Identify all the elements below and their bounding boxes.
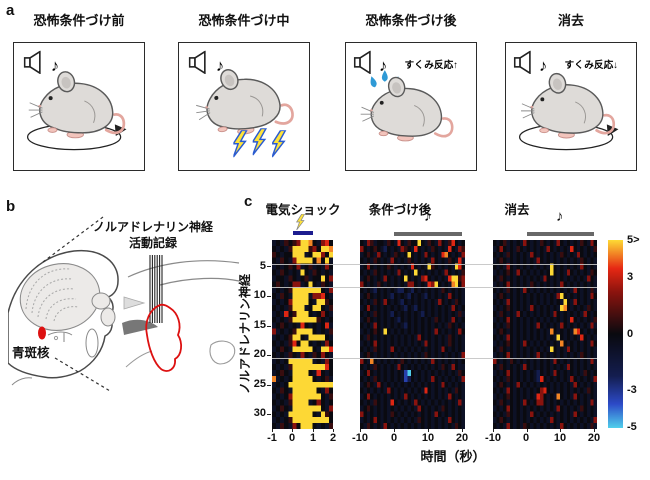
- x-tick-label: 0: [288, 432, 296, 444]
- shock-period-bar: [293, 231, 313, 235]
- tone-period-bar: [527, 232, 594, 236]
- x-tick-label: 0: [390, 432, 398, 444]
- stage-title-before: 恐怖条件づけ前: [33, 13, 125, 28]
- music-note-icon: ♪: [216, 57, 224, 75]
- colorbar-label: 3: [627, 271, 634, 283]
- electrode-array: [149, 255, 163, 323]
- section-line-upper: [42, 216, 104, 263]
- x-tick-label: -10: [352, 432, 368, 444]
- x-tick-label: 20: [587, 432, 601, 444]
- x-tick-label: 10: [553, 432, 567, 444]
- speaker-icon: [188, 50, 206, 74]
- electric-shock-bolts: [233, 128, 287, 158]
- flocculus: [100, 307, 116, 327]
- cerebellum: [19, 263, 101, 331]
- music-note-icon: ♪: [424, 208, 432, 225]
- music-note-icon: ♪: [556, 208, 564, 225]
- mouse-illustration: [189, 58, 296, 142]
- heatmap-title-shock: 電気ショック: [265, 203, 341, 217]
- y-tick-label: 20: [253, 348, 266, 360]
- y-tick-label: 30: [253, 407, 266, 419]
- freezing-annotation: すくみ反応↑: [405, 58, 459, 71]
- x-tick-label: 1: [309, 432, 317, 444]
- tone-period-bar: [394, 232, 462, 236]
- stage-title-after: 恐怖条件づけ後: [365, 13, 457, 28]
- y-tick-label: 10: [253, 289, 266, 301]
- panel-c-label: c: [244, 193, 253, 210]
- section-line-lower: [54, 357, 111, 392]
- lightning-icon: [295, 214, 306, 230]
- locus-coeruleus-dot: [38, 326, 46, 340]
- heatmap-postconditioning: [360, 240, 465, 429]
- heatmap-extinction: [493, 240, 597, 429]
- lc-label: 青斑核: [12, 345, 50, 360]
- coronal-inset: [122, 255, 240, 372]
- x-tick-label: -1: [267, 432, 277, 444]
- x-tick-label: -10: [485, 432, 501, 444]
- colorbar-label: -3: [627, 384, 637, 396]
- heatmap-strip: [272, 240, 597, 429]
- x-tick-label: 20: [455, 432, 469, 444]
- stage-title-extinction: 消去: [557, 13, 584, 28]
- heatmap-shock: [272, 240, 333, 429]
- colorbar-gradient: [608, 240, 623, 428]
- y-tick-label: 5: [259, 260, 266, 272]
- heatmap-title-postconditioning: 条件づけ後: [368, 203, 432, 217]
- x-tick-label: 2: [329, 432, 337, 444]
- brainstem-lobe: [85, 328, 99, 358]
- brain-diagram: 青斑核: [8, 216, 240, 392]
- row-separator: [272, 287, 597, 288]
- x-tick-label: 10: [421, 432, 435, 444]
- speaker-icon: [353, 50, 371, 74]
- stage-box-after: ♪ すくみ反応↑: [345, 42, 477, 171]
- colorbar-label: -5: [627, 421, 637, 433]
- stage-box-extinction: ♪ すくみ反応↓: [505, 42, 637, 171]
- stage-box-before: ♪: [13, 42, 145, 171]
- y-axis-label: ノルアドレナリン神経: [238, 274, 252, 395]
- panel-a-label: a: [6, 2, 15, 19]
- stage-box-during: ♪: [178, 42, 310, 171]
- music-note-icon: ♪: [51, 57, 59, 75]
- paraflocculus: [91, 292, 111, 310]
- freezing-annotation: すくみ反応↓: [565, 58, 619, 71]
- recording-label-line2: 活動記録: [128, 236, 177, 250]
- recording-label-line1: ノルアドレナリン神経: [92, 220, 213, 234]
- panel-b-label: b: [6, 198, 16, 215]
- speaker-icon: [23, 50, 41, 74]
- music-note-icon: ♪: [379, 57, 387, 75]
- row-separator: [272, 358, 597, 359]
- lc-region-outline: [145, 303, 182, 372]
- x-tick-label: 0: [522, 432, 530, 444]
- x-axis-label: 時間（秒）: [420, 449, 486, 464]
- stage-title-during: 恐怖条件づけ中: [198, 13, 290, 28]
- colorbar-label: 0: [627, 328, 634, 340]
- speaker-icon: [513, 50, 531, 74]
- music-note-icon: ♪: [539, 57, 547, 75]
- row-separator: [272, 264, 597, 265]
- inset-wedge: [122, 319, 158, 335]
- colorbar-label: 5>: [627, 234, 640, 246]
- y-tick-label: 25: [253, 378, 266, 390]
- y-tick-label: 15: [253, 319, 266, 331]
- heatmap-title-extinction: 消去: [504, 203, 530, 217]
